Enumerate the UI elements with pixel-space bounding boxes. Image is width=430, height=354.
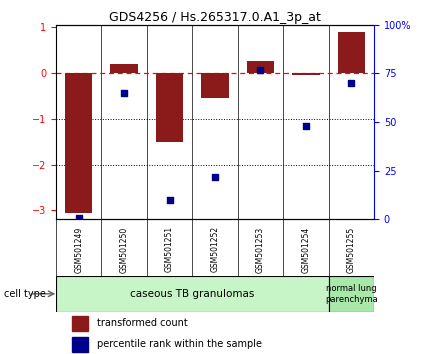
Text: GSM501250: GSM501250 [120,226,129,273]
Point [166,197,173,203]
Text: GSM501249: GSM501249 [74,226,83,273]
Text: normal lung
parenchyma: normal lung parenchyma [325,284,378,304]
Text: caseous TB granulomas: caseous TB granulomas [130,289,255,299]
Point [257,67,264,72]
Point [302,123,309,129]
Bar [72,337,88,352]
Point [75,215,82,220]
Bar [56,276,329,312]
Bar [65,73,92,213]
Text: GSM501251: GSM501251 [165,226,174,272]
Text: GSM501252: GSM501252 [211,226,219,272]
Text: transformed count: transformed count [97,318,188,328]
Point [212,174,218,179]
Bar [156,73,183,142]
Bar [329,276,374,312]
Point [348,80,355,86]
Bar [338,32,365,73]
Text: GSM501253: GSM501253 [256,226,265,273]
Text: GSM501255: GSM501255 [347,226,356,273]
Text: percentile rank within the sample: percentile rank within the sample [97,339,262,349]
Text: GSM501254: GSM501254 [301,226,310,273]
Bar [111,64,138,73]
Bar [247,62,274,73]
Bar [201,73,229,98]
Point [121,90,128,96]
Bar [72,316,88,331]
Title: GDS4256 / Hs.265317.0.A1_3p_at: GDS4256 / Hs.265317.0.A1_3p_at [109,11,321,24]
Bar [292,73,319,75]
Text: cell type: cell type [4,289,46,299]
